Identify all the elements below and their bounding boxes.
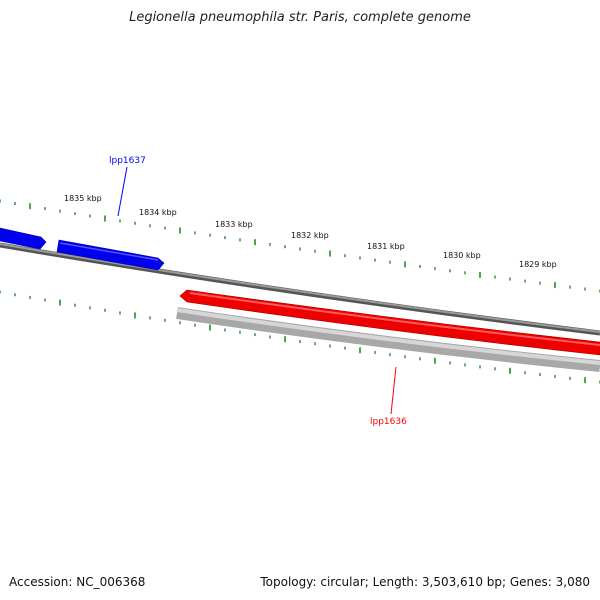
- genome-info-text: Topology: circular; Length: 3,503,610 bp…: [260, 575, 590, 589]
- gene-lpp1637-feature[interactable]: [0, 227, 165, 271]
- tick-label-1832: 1832 kbp: [291, 231, 329, 240]
- forward-backbone-highlight: [0, 243, 600, 333]
- scale-labels: 1835 kbp 1834 kbp 1833 kbp 1832 kbp 1831…: [64, 194, 557, 269]
- reverse-backbone: [176, 307, 600, 372]
- gene-lpp1636-shine: [189, 292, 600, 346]
- gene-lpp1636-label[interactable]: lpp1636: [370, 417, 407, 427]
- map-title: Legionella pneumophila str. Paris, compl…: [129, 10, 471, 25]
- tick-label-1835: 1835 kbp: [64, 194, 102, 203]
- gene-lpp1637-leader: [117, 166, 128, 217]
- tick-label-1829: 1829 kbp: [519, 260, 557, 269]
- inner-tick-ring: [0, 290, 600, 384]
- tick-label-1831: 1831 kbp: [367, 242, 405, 251]
- outer-tick-ring: [0, 199, 600, 293]
- gene-lpp1636-leader: [390, 366, 397, 415]
- gene-lpp1637-shine: [59, 242, 159, 261]
- gene-lpp1637-arrow-left[interactable]: [0, 227, 47, 250]
- accession-text: Accession: NC_006368: [9, 575, 146, 589]
- tick-label-1830: 1830 kbp: [443, 251, 481, 260]
- gene-lpp1637-label[interactable]: lpp1637: [109, 156, 146, 166]
- tick-label-1833: 1833 kbp: [215, 220, 253, 229]
- reverse-backbone-shine: [176, 308, 600, 365]
- tick-label-1834: 1834 kbp: [139, 208, 177, 217]
